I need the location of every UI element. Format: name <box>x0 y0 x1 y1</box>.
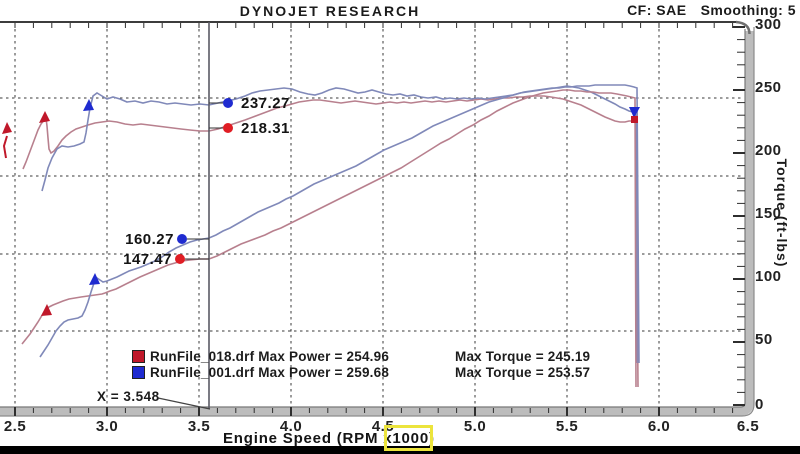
torque-tick-100: 100 <box>755 268 782 285</box>
legend-row-run018: RunFile_018.drf Max Power = 254.96 Max T… <box>150 349 590 364</box>
x-tick-2-5: 2.5 <box>3 418 27 435</box>
legend-torque-run018: Max Torque = 245.19 <box>455 349 591 364</box>
cursor-dot-torque-red <box>223 123 233 133</box>
marker-red-end <box>631 116 638 123</box>
correction-factor-label: CF: SAE <box>627 2 687 18</box>
smoothing-label: Smoothing: 5 <box>700 2 796 18</box>
arrow-red-torque <box>39 111 50 123</box>
right-axis-ticks <box>733 26 745 406</box>
highlight-box-x1000 <box>384 425 433 451</box>
x-tick-5-0: 5.0 <box>463 418 487 435</box>
legend-swatch-run001 <box>132 366 145 379</box>
power-curve-run001 <box>39 84 640 364</box>
correction-smoothing-label: CF: SAE Smoothing: 5 <box>627 2 796 18</box>
torque-axis-title: Torque (ft-lbs) <box>774 158 790 268</box>
cursor-dot-torque-blue <box>223 98 233 108</box>
cursor[interactable] <box>157 22 233 410</box>
x-tick-5-5: 5.5 <box>555 418 579 435</box>
cursor-x-leader <box>157 397 211 410</box>
arrow-blue-torque <box>83 99 94 111</box>
cursor-dot-power-blue <box>177 234 187 244</box>
legend-power-run001: Max Power = 259.68 <box>258 365 390 380</box>
x-tick-4-5: 4.5 <box>371 418 395 435</box>
x-tick-6-5: 6.5 <box>736 418 760 435</box>
x-tick-3-0: 3.0 <box>95 418 119 435</box>
legend-power-run018: Max Power = 254.96 <box>258 349 390 364</box>
legend-file-run001: RunFile_001.drf <box>150 365 255 380</box>
arrow-red-power <box>41 304 52 316</box>
torque-tick-0: 0 <box>755 396 764 413</box>
x-tick-6-0: 6.0 <box>647 418 671 435</box>
cursor-x-label: X = 3.548 <box>97 389 160 404</box>
torque-tick-300: 300 <box>755 16 782 33</box>
run-direction-arrows <box>39 99 640 316</box>
torque-tick-50: 50 <box>755 331 773 348</box>
x-tick-3-5: 3.5 <box>187 418 211 435</box>
cursor-dot-power-red <box>175 254 185 264</box>
cursor-value-power-blue: 160.27 <box>125 231 174 248</box>
torque-curve-run018 <box>22 95 639 388</box>
x-tick-4-0: 4.0 <box>279 418 303 435</box>
left-edge-trace-marker <box>2 122 12 159</box>
bottom-axis-ticks <box>14 407 734 416</box>
cursor-value-torque-red: 218.31 <box>241 120 290 137</box>
cursor-value-torque-blue: 237.27 <box>241 95 290 112</box>
arrow-blue-power <box>89 273 100 285</box>
x-axis-title: Engine Speed (RPM x1000) <box>223 430 435 447</box>
legend-row-run001: RunFile_001.drf Max Power = 259.68 Max T… <box>150 365 590 380</box>
legend-swatch-run018 <box>132 350 145 363</box>
legend-torque-run001: Max Torque = 253.57 <box>455 365 591 380</box>
cursor-value-power-red: 147.47 <box>123 251 172 268</box>
arrow-blue-end <box>629 107 640 118</box>
gridlines <box>0 23 743 406</box>
page-title: DYNOJET RESEARCH <box>239 3 421 19</box>
legend-file-run018: RunFile_018.drf <box>150 349 255 364</box>
torque-tick-250: 250 <box>755 79 782 96</box>
top-axis-ticks <box>14 23 734 28</box>
torque-tick-150: 150 <box>755 205 782 222</box>
torque-tick-200: 200 <box>755 142 782 159</box>
